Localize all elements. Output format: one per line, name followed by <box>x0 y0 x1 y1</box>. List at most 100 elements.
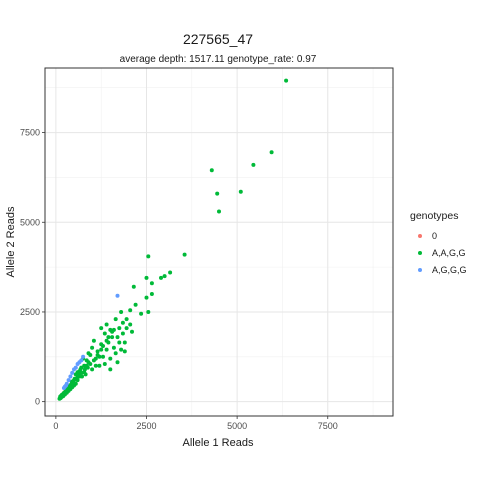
x-tick-label: 7500 <box>318 421 338 431</box>
point-a-a-g-g <box>183 253 187 257</box>
point-a-a-g-g <box>108 357 112 361</box>
point-a-a-g-g <box>74 372 78 376</box>
y-axis-ticks: 0 2500 5000 7500 <box>20 128 45 407</box>
point-a-a-g-g <box>88 362 92 366</box>
point-a-a-g-g <box>132 285 136 289</box>
point-a-a-g-g <box>114 351 118 355</box>
point-a-a-g-g <box>270 150 274 154</box>
point-a-a-g-g <box>97 364 101 368</box>
point-a-g-g-g <box>70 371 74 375</box>
panel-background <box>45 68 393 416</box>
point-a-a-g-g <box>108 367 112 371</box>
point-a-a-g-g <box>217 210 221 214</box>
point-a-a-g-g <box>114 317 118 321</box>
point-a-g-g-g <box>67 378 71 382</box>
point-a-a-g-g <box>110 335 114 339</box>
point-a-a-g-g <box>92 339 96 343</box>
point-a-a-g-g <box>116 335 120 339</box>
legend-label-a-a-g-g: A,A,G,G <box>432 248 466 258</box>
point-a-a-g-g <box>85 358 89 362</box>
point-a-a-g-g <box>96 353 100 357</box>
point-a-g-g-g <box>72 367 76 371</box>
point-a-a-g-g <box>145 296 149 300</box>
x-axis-ticks: 0 2500 5000 7500 <box>53 416 337 431</box>
point-a-g-g-g <box>116 294 120 298</box>
x-axis-label: Allele 1 Reads <box>183 437 254 449</box>
point-a-a-g-g <box>215 192 219 196</box>
point-a-a-g-g <box>105 323 109 327</box>
point-a-a-g-g <box>77 369 81 373</box>
point-a-a-g-g <box>145 276 149 280</box>
point-a-g-g-g <box>68 375 72 379</box>
point-a-a-g-g <box>150 292 154 296</box>
point-a-a-g-g <box>72 378 76 382</box>
point-a-a-g-g <box>123 349 127 353</box>
point-a-a-g-g <box>86 366 90 370</box>
point-a-a-g-g <box>168 271 172 275</box>
point-a-a-g-g <box>101 355 105 359</box>
point-a-a-g-g <box>146 310 150 314</box>
point-a-a-g-g <box>123 341 127 345</box>
x-tick-label: 5000 <box>227 421 247 431</box>
y-tick-label: 5000 <box>20 217 40 227</box>
legend-key-0 <box>418 234 422 238</box>
point-a-a-g-g <box>125 317 129 321</box>
y-tick-label: 0 <box>35 397 40 407</box>
point-a-a-g-g <box>103 332 107 336</box>
point-a-a-g-g <box>121 332 125 336</box>
point-a-a-g-g <box>130 330 134 334</box>
y-axis-label: Allele 2 Reads <box>5 206 17 277</box>
point-a-a-g-g <box>105 348 109 352</box>
point-a-a-g-g <box>90 346 94 350</box>
plot-panel <box>45 68 393 416</box>
point-a-g-g-g <box>76 362 80 366</box>
point-a-a-g-g <box>128 308 132 312</box>
y-tick-label: 2500 <box>20 307 40 317</box>
point-a-a-g-g <box>112 346 116 350</box>
point-a-a-g-g <box>92 358 96 362</box>
point-a-a-g-g <box>121 321 125 325</box>
y-tick-label: 7500 <box>20 128 40 138</box>
point-a-a-g-g <box>128 323 132 327</box>
point-a-a-g-g <box>106 335 110 339</box>
point-a-g-g-g <box>62 386 66 390</box>
point-a-a-g-g <box>103 362 107 366</box>
point-a-a-g-g <box>210 168 214 172</box>
point-a-a-g-g <box>82 370 86 374</box>
point-a-a-g-g <box>94 364 98 368</box>
point-a-a-g-g <box>117 326 121 330</box>
legend-label-0: 0 <box>432 231 437 241</box>
point-a-a-g-g <box>150 281 154 285</box>
point-a-a-g-g <box>239 190 243 194</box>
chart-subtitle: average depth: 1517.11 genotype_rate: 0.… <box>120 54 317 65</box>
x-tick-label: 2500 <box>136 421 156 431</box>
point-a-a-g-g <box>79 366 83 370</box>
point-a-a-g-g <box>96 349 100 353</box>
legend-key-a-g-g-g <box>418 268 422 272</box>
legend: genotypes 0 A,A,G,G A,G,G,G <box>410 210 467 275</box>
point-a-a-g-g <box>59 396 63 400</box>
point-a-a-g-g <box>110 330 114 334</box>
point-a-a-g-g <box>101 344 105 348</box>
point-a-a-g-g <box>163 274 167 278</box>
point-a-a-g-g <box>125 326 129 330</box>
point-a-a-g-g <box>99 348 103 352</box>
legend-title: genotypes <box>410 210 458 222</box>
point-a-a-g-g <box>119 348 123 352</box>
point-a-a-g-g <box>159 276 163 280</box>
point-a-a-g-g <box>105 339 109 343</box>
chart-title: 227565_47 <box>183 31 253 47</box>
point-a-a-g-g <box>90 367 94 371</box>
point-a-a-g-g <box>87 351 91 355</box>
legend-key-a-a-g-g <box>418 251 422 255</box>
point-a-a-g-g <box>251 163 255 167</box>
point-a-a-g-g <box>284 79 288 83</box>
point-a-g-g-g <box>81 355 85 359</box>
point-a-a-g-g <box>117 341 121 345</box>
point-a-a-g-g <box>119 310 123 314</box>
point-a-a-g-g <box>99 326 103 330</box>
legend-label-a-g-g-g: A,G,G,G <box>432 265 467 275</box>
point-a-a-g-g <box>134 303 138 307</box>
point-a-a-g-g <box>139 312 143 316</box>
